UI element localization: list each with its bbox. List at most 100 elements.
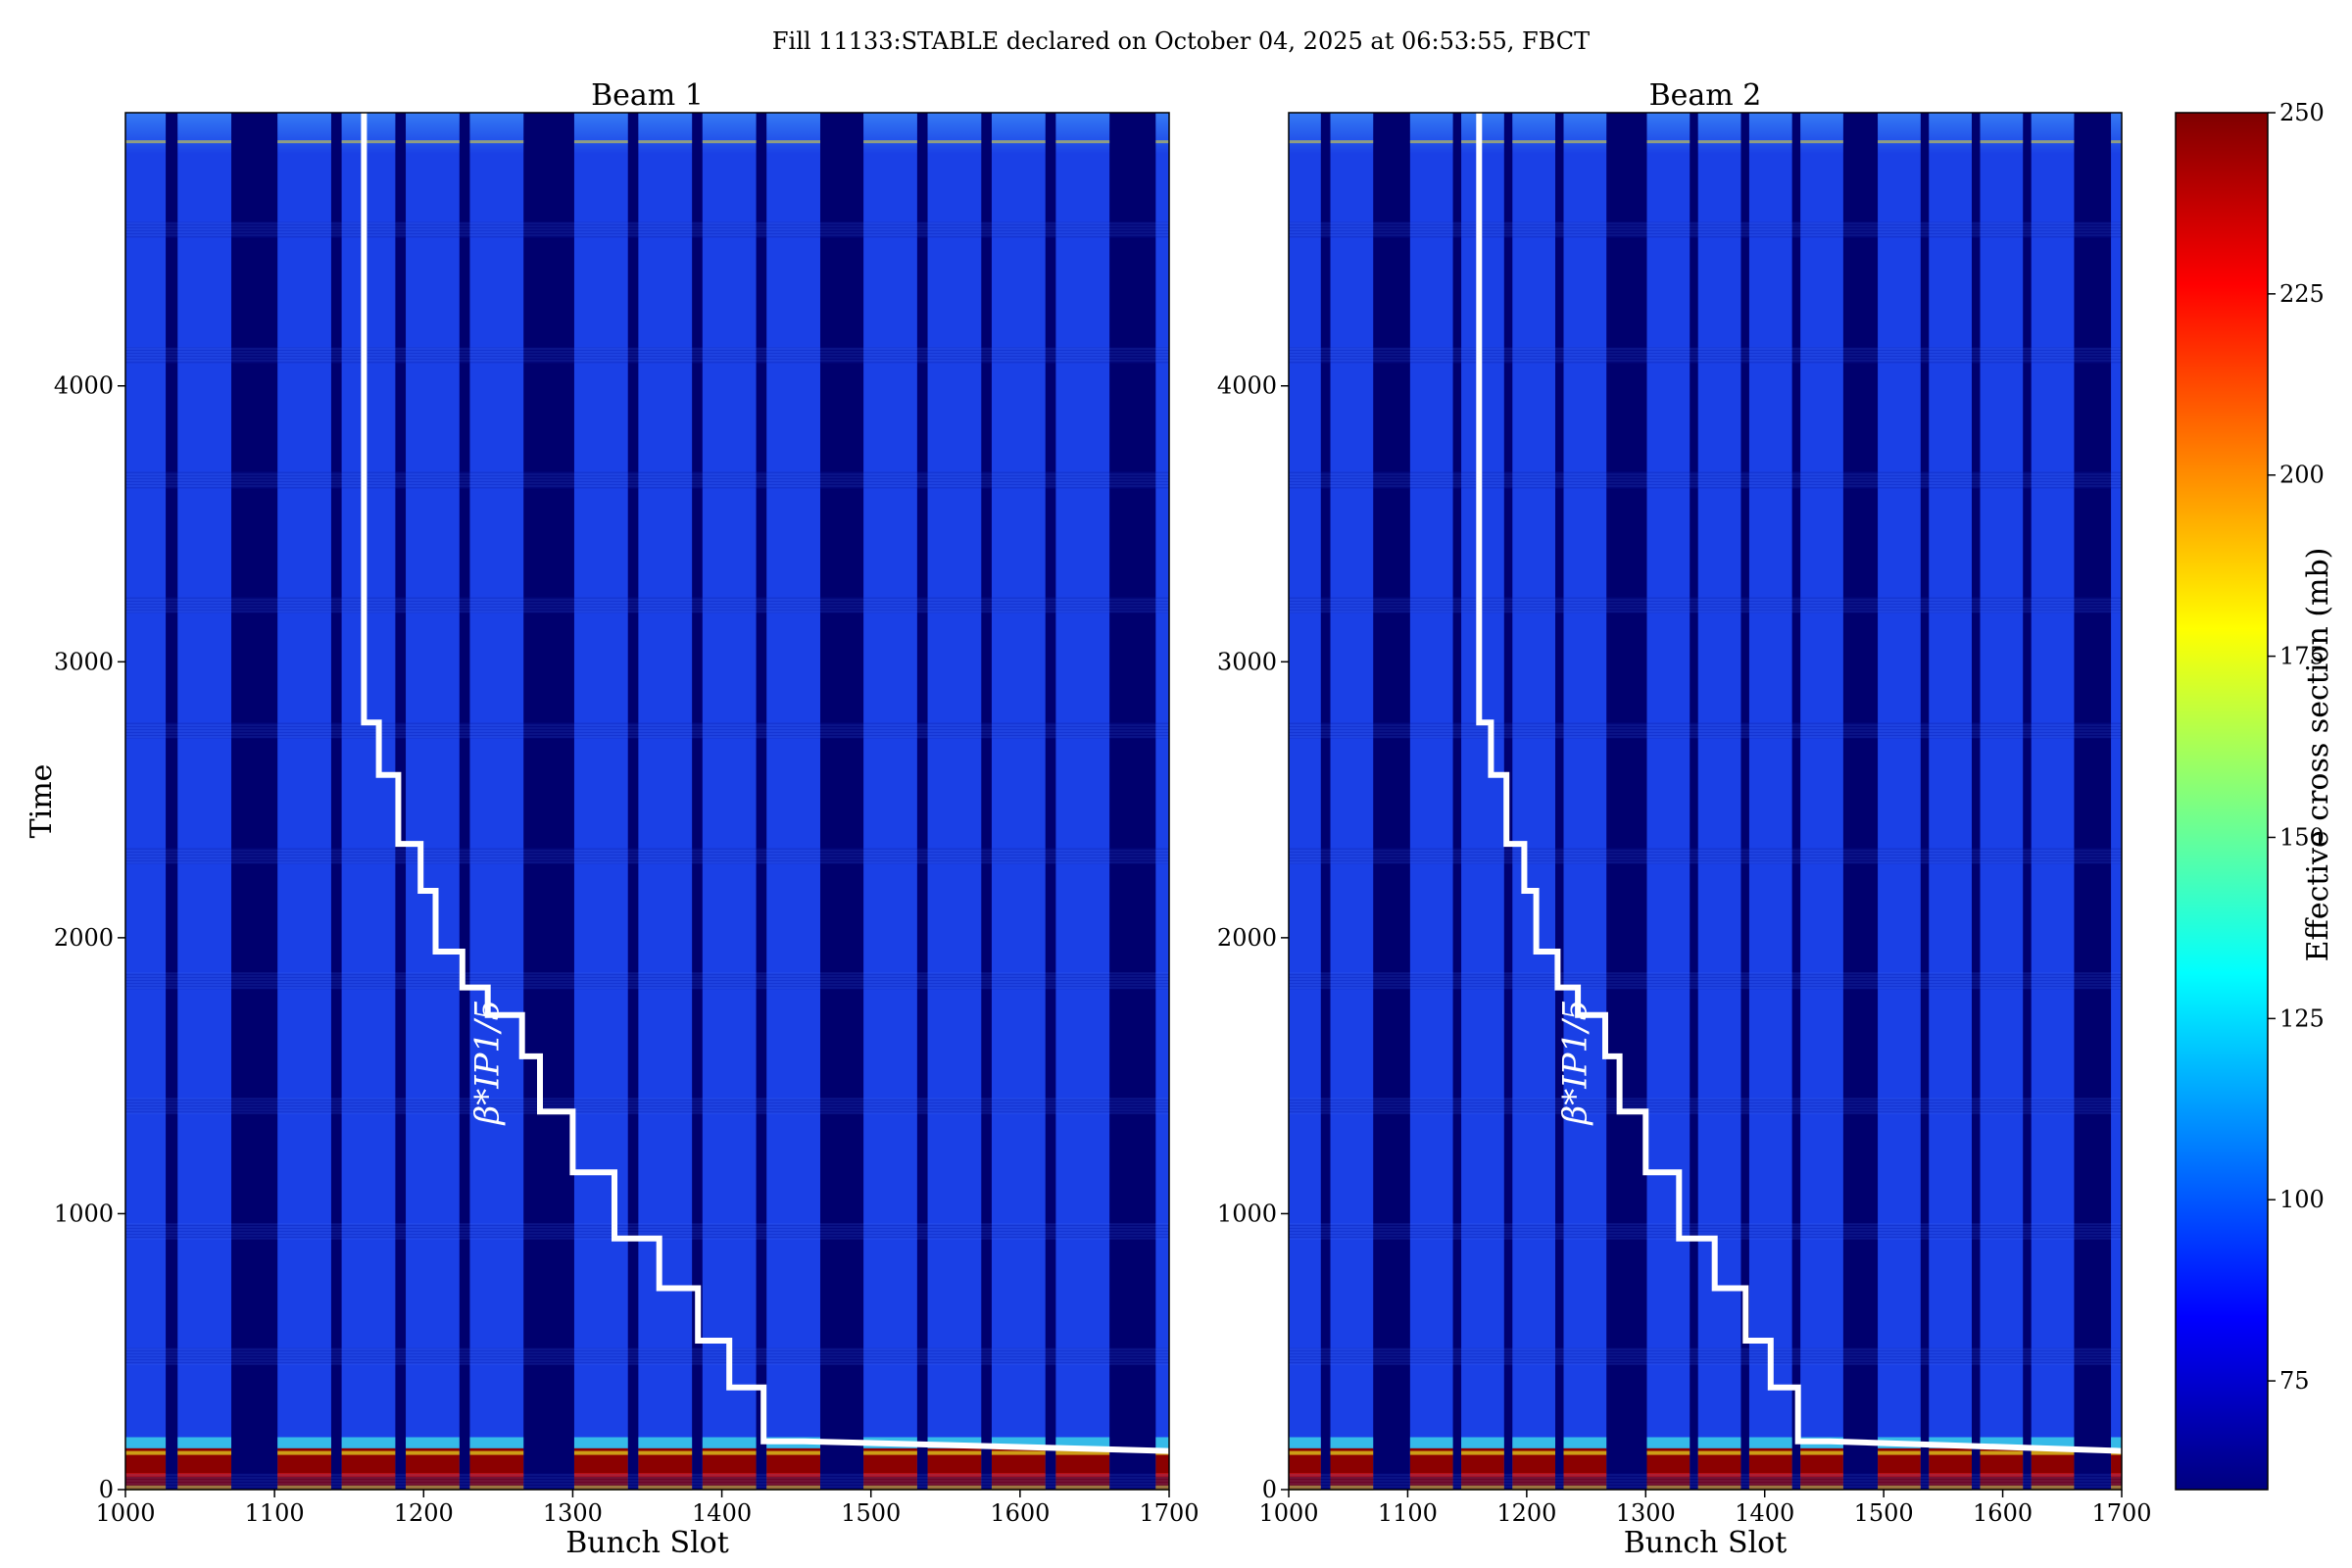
y-tick-label: 2000 [1217, 924, 1277, 952]
high-cross-section-region [277, 1447, 331, 1490]
high-cross-section-region [927, 1447, 982, 1490]
high-cross-section-region [406, 1447, 460, 1490]
high-cross-section-region [1929, 1447, 1972, 1490]
x-tick-label: 1100 [245, 1499, 305, 1527]
bunch-train [702, 113, 757, 1491]
colorbar: 75 100 125 150 175 200 225 250 Effective cross … [2175, 99, 2335, 1491]
high-cross-section-region [766, 1447, 820, 1490]
colorbar-label: Effective cross section (mb) [2301, 548, 2335, 962]
high-cross-section-region [638, 1447, 693, 1490]
bunch-train [573, 113, 628, 1491]
bunch-train [2031, 113, 2075, 1491]
panel-title: Beam 2 [1649, 78, 1762, 113]
beta-star-annotation: β*IP1/5 [1556, 1000, 1595, 1127]
high-cross-section-region [863, 1447, 917, 1490]
high-cross-section-region [573, 1447, 628, 1490]
high-cross-section-region [1461, 1447, 1504, 1490]
bunch-train [1055, 113, 1110, 1491]
heatmap-panel-1: β*IP1/5 Beam 1 1000 1100 1200 1300 1400 1500 160… [24, 78, 1200, 1560]
high-cross-section-region [1330, 1447, 1374, 1490]
x-tick-label: 1000 [95, 1499, 155, 1527]
bunch-train [469, 113, 524, 1491]
high-cross-section-region [1878, 1447, 1921, 1490]
bunch-train [1878, 113, 1921, 1491]
y-tick-label: 1000 [54, 1200, 114, 1227]
y-tick-label: 2000 [54, 924, 114, 952]
y-tick-label: 4000 [1217, 372, 1277, 400]
x-tick-label: 1700 [1139, 1499, 1199, 1527]
plot-frame [124, 112, 1170, 1491]
noise-texture [125, 112, 1169, 1490]
x-tick-label: 1200 [394, 1499, 454, 1527]
bunch-train [1461, 113, 1504, 1491]
high-cross-section-region [1646, 1447, 1690, 1490]
y-tick-label: 0 [1262, 1476, 1277, 1503]
noise-texture [1289, 112, 2122, 1490]
high-cross-section-region [1563, 1447, 1607, 1490]
bunch-train [927, 113, 982, 1491]
high-cross-section-region [1289, 1447, 1321, 1490]
high-cross-section-region [1980, 1447, 2024, 1490]
high-cross-section-region [2031, 1447, 2075, 1490]
high-cross-section-region [177, 1447, 232, 1490]
high-cross-section-region [1409, 1447, 1453, 1490]
high-cross-section-region [1055, 1447, 1110, 1490]
bunch-train [1748, 113, 1792, 1491]
bunch-train [177, 113, 232, 1491]
high-cross-section-region [469, 1447, 524, 1490]
bunch-train [766, 113, 820, 1491]
x-tick-label: 1600 [1973, 1499, 2033, 1527]
bunch-train [1512, 113, 1555, 1491]
y-tick-label: 0 [99, 1476, 114, 1503]
x-tick-label: 1300 [543, 1499, 603, 1527]
colorbar-tick-label: 75 [2279, 1367, 2310, 1395]
high-cross-section-region [1800, 1447, 1843, 1490]
panel-title: Beam 1 [591, 78, 704, 113]
colorbar-tick-label: 225 [2279, 280, 2325, 308]
bunch-train [125, 113, 167, 1491]
plot-frame [1288, 112, 2123, 1491]
bunch-train [1646, 113, 1690, 1491]
x-axis-label: Bunch Slot [1624, 1526, 1788, 1560]
high-cross-section-region [125, 1447, 167, 1490]
colorbar-tick-label: 200 [2279, 462, 2325, 489]
beta-star-line [1476, 113, 2123, 1454]
bunch-train [1409, 113, 1453, 1491]
y-axis-label: Time [24, 764, 59, 839]
bunch-train [1289, 113, 1321, 1491]
colorbar-tick-label: 100 [2279, 1186, 2325, 1213]
x-axis-label: Bunch Slot [565, 1526, 729, 1560]
y-tick-label: 1000 [1217, 1200, 1277, 1227]
bunch-train [277, 113, 331, 1491]
bunch-train [1330, 113, 1374, 1491]
high-cross-section-region [2111, 1447, 2122, 1490]
colorbar-tick-label: 250 [2279, 99, 2325, 126]
bunch-train [406, 113, 460, 1491]
colorbar-gradient [2175, 112, 2269, 1491]
high-cross-section-region [702, 1447, 757, 1490]
bunch-train [1697, 113, 1741, 1491]
y-tick-label: 3000 [54, 648, 114, 675]
bunch-train [638, 113, 693, 1491]
x-tick-label: 1400 [1735, 1499, 1794, 1527]
high-cross-section-region [1155, 1447, 1169, 1490]
bunch-train [2111, 113, 2122, 1491]
high-cross-section-region [991, 1447, 1046, 1490]
beta-star-annotation: β*IP1/5 [467, 1000, 507, 1127]
x-tick-label: 1600 [990, 1499, 1050, 1527]
high-cross-section-region [1512, 1447, 1555, 1490]
colorbar-tick-label: 125 [2279, 1004, 2325, 1032]
x-tick-label: 1700 [2091, 1499, 2151, 1527]
x-tick-label: 1100 [1378, 1499, 1438, 1527]
high-cross-section-region [1748, 1447, 1792, 1490]
x-tick-label: 1200 [1496, 1499, 1556, 1527]
bunch-train [1563, 113, 1607, 1491]
x-tick-label: 1500 [841, 1499, 901, 1527]
bunch-train [863, 113, 917, 1491]
high-cross-section-region [1697, 1447, 1741, 1490]
bunch-train [1800, 113, 1843, 1491]
x-tick-label: 1000 [1258, 1499, 1318, 1527]
bunch-train [1929, 113, 1972, 1491]
y-tick-label: 4000 [54, 372, 114, 400]
